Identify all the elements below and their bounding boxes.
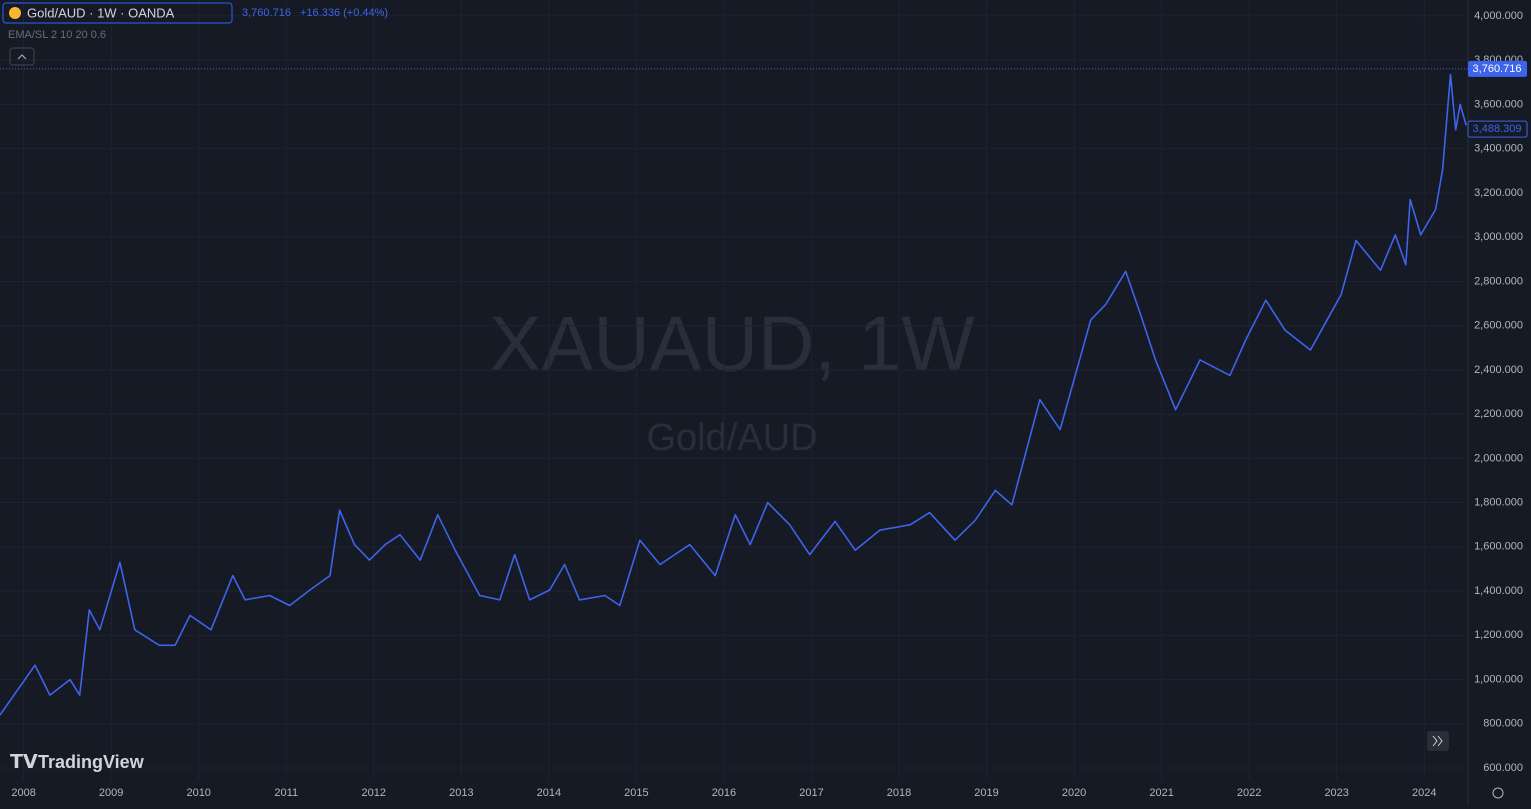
- y-tick-label: 3,000.000: [1474, 231, 1523, 243]
- y-tick-label: 2,800.000: [1474, 275, 1523, 287]
- y-tick-label: 1,200.000: [1474, 629, 1523, 641]
- x-tick-label: 2017: [799, 787, 823, 799]
- x-tick-label: 2021: [1149, 787, 1173, 799]
- x-tick-label: 2009: [99, 787, 123, 799]
- symbol[interactable]: Gold/AUD · 1W · OANDA: [27, 5, 175, 20]
- y-tick-label: 1,000.000: [1474, 673, 1523, 685]
- x-tick-label: 2008: [11, 787, 35, 799]
- y-tick-label: 3,200.000: [1474, 187, 1523, 199]
- header-price: 3,760.716: [242, 7, 291, 19]
- y-tick-label: 2,600.000: [1474, 320, 1523, 332]
- brand-logo: 𝗧𝗩: [10, 752, 38, 773]
- header-change: +16.336 (+0.44%): [300, 7, 388, 19]
- y-tick-label: 1,800.000: [1474, 497, 1523, 509]
- last-price-badge: [1468, 60, 1527, 77]
- y-tick-label: 800.000: [1483, 718, 1523, 730]
- x-tick-label: 2016: [712, 787, 736, 799]
- symbol-icon: [9, 7, 21, 19]
- collapse-icon: [17, 54, 27, 60]
- scroll-button[interactable]: [1427, 731, 1449, 751]
- x-tick-label: 2018: [887, 787, 911, 799]
- y-tick-label: 2,400.000: [1474, 364, 1523, 376]
- y-tick-label: 1,600.000: [1474, 541, 1523, 553]
- x-tick-label: 2012: [362, 787, 386, 799]
- brand: TradingView: [38, 752, 145, 772]
- y-tick-label: 2,200.000: [1474, 408, 1523, 420]
- y-tick-label: 1,400.000: [1474, 585, 1523, 597]
- price-line: [0, 73, 1467, 716]
- indicator-price-badge: [1467, 120, 1528, 138]
- last-price-label: 3,760.716: [1473, 63, 1522, 75]
- indicator[interactable]: EMA/SL 2 10 20 0.6: [8, 29, 106, 41]
- x-tick-label: 2014: [537, 787, 561, 799]
- x-tick-label: 2013: [449, 787, 473, 799]
- watermark-subtitle: Gold/AUD: [646, 417, 817, 459]
- x-tick-label: 2024: [1412, 787, 1436, 799]
- x-tick-label: 2010: [186, 787, 210, 799]
- x-tick-label: 2022: [1237, 787, 1261, 799]
- x-tick-label: 2015: [624, 787, 648, 799]
- x-tick-label: 2019: [974, 787, 998, 799]
- y-tick-label: 2,000.000: [1474, 452, 1523, 464]
- x-tick-label: 2020: [1062, 787, 1086, 799]
- symbol-box[interactable]: [2, 2, 233, 24]
- y-tick-label: 4,000.000: [1474, 10, 1523, 22]
- x-tick-label: 2023: [1324, 787, 1348, 799]
- y-tick-label: 3,400.000: [1474, 143, 1523, 155]
- watermark: XAUAUD, 1W: [489, 300, 975, 388]
- collapse-button[interactable]: [9, 47, 35, 66]
- settings-icon[interactable]: [1492, 787, 1504, 799]
- scroll-icon: [1432, 735, 1443, 747]
- y-tick-label: 3,600.000: [1474, 98, 1523, 110]
- y-tick-label: 600.000: [1483, 762, 1523, 774]
- x-tick-label: 2011: [274, 787, 298, 799]
- indicator-price-label: 3,488.309: [1473, 123, 1522, 135]
